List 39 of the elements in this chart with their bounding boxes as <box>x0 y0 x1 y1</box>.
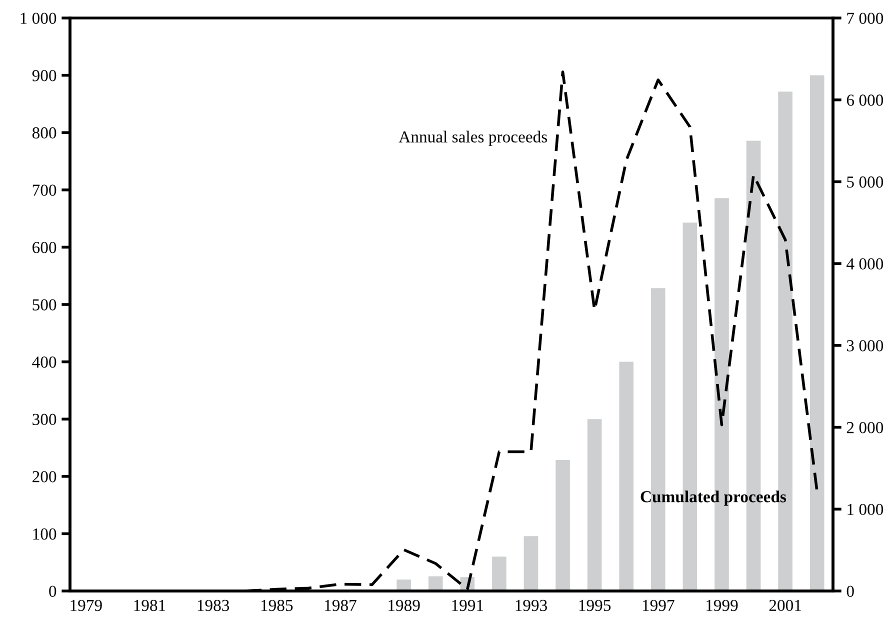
y-tick-label: 500 <box>32 299 56 310</box>
bar <box>587 419 602 591</box>
x-tick-label: 1989 <box>388 600 420 612</box>
y-tick-label: 300 <box>32 414 56 426</box>
y-tick-label: 200 <box>32 471 56 482</box>
y-tick-label: 700 <box>32 184 56 196</box>
x-tick-label: 1999 <box>706 600 738 612</box>
y-tick-label: 900 <box>32 70 56 82</box>
bar <box>556 460 570 591</box>
y2-tick-label: 7 000 <box>847 12 884 24</box>
y2-tick-label: 0 <box>846 586 854 597</box>
bar <box>524 536 538 591</box>
x-tick-label: 1979 <box>70 600 102 612</box>
y-tick-label: 1 000 <box>20 12 56 24</box>
y-tick-label: 600 <box>32 242 56 254</box>
x-tick-label: 1995 <box>579 600 611 612</box>
bar <box>619 362 634 591</box>
y2-tick-label: 3 000 <box>846 340 884 352</box>
x-tick-label: 1987 <box>325 600 356 612</box>
y-tick-label: 0 <box>49 586 56 597</box>
x-tick-label: 2001 <box>769 600 801 612</box>
x-tick-label: 1981 <box>134 600 166 612</box>
y2-tick-label: 4 000 <box>846 258 884 270</box>
y-tick-label: 800 <box>32 127 56 139</box>
bar <box>492 556 506 591</box>
series-label: Annual sales proceeds <box>398 130 548 146</box>
x-tick-label: 1983 <box>198 600 230 612</box>
y-tick-label: 400 <box>32 356 56 368</box>
y2-tick-label: 1 000 <box>848 504 884 516</box>
x-tick-label: 1997 <box>642 600 674 612</box>
y-tick-label: 100 <box>33 528 56 540</box>
bar <box>810 75 824 591</box>
y2-tick-label: 2 000 <box>846 422 884 434</box>
x-tick-label: 1991 <box>452 600 484 612</box>
x-tick-label: 1985 <box>261 600 293 612</box>
series-label: Cumulated proceeds <box>640 490 786 506</box>
y2-tick-label: 6 000 <box>846 94 884 106</box>
x-tick-label: 1993 <box>516 600 547 612</box>
y2-tick-label: 5 000 <box>847 176 884 188</box>
